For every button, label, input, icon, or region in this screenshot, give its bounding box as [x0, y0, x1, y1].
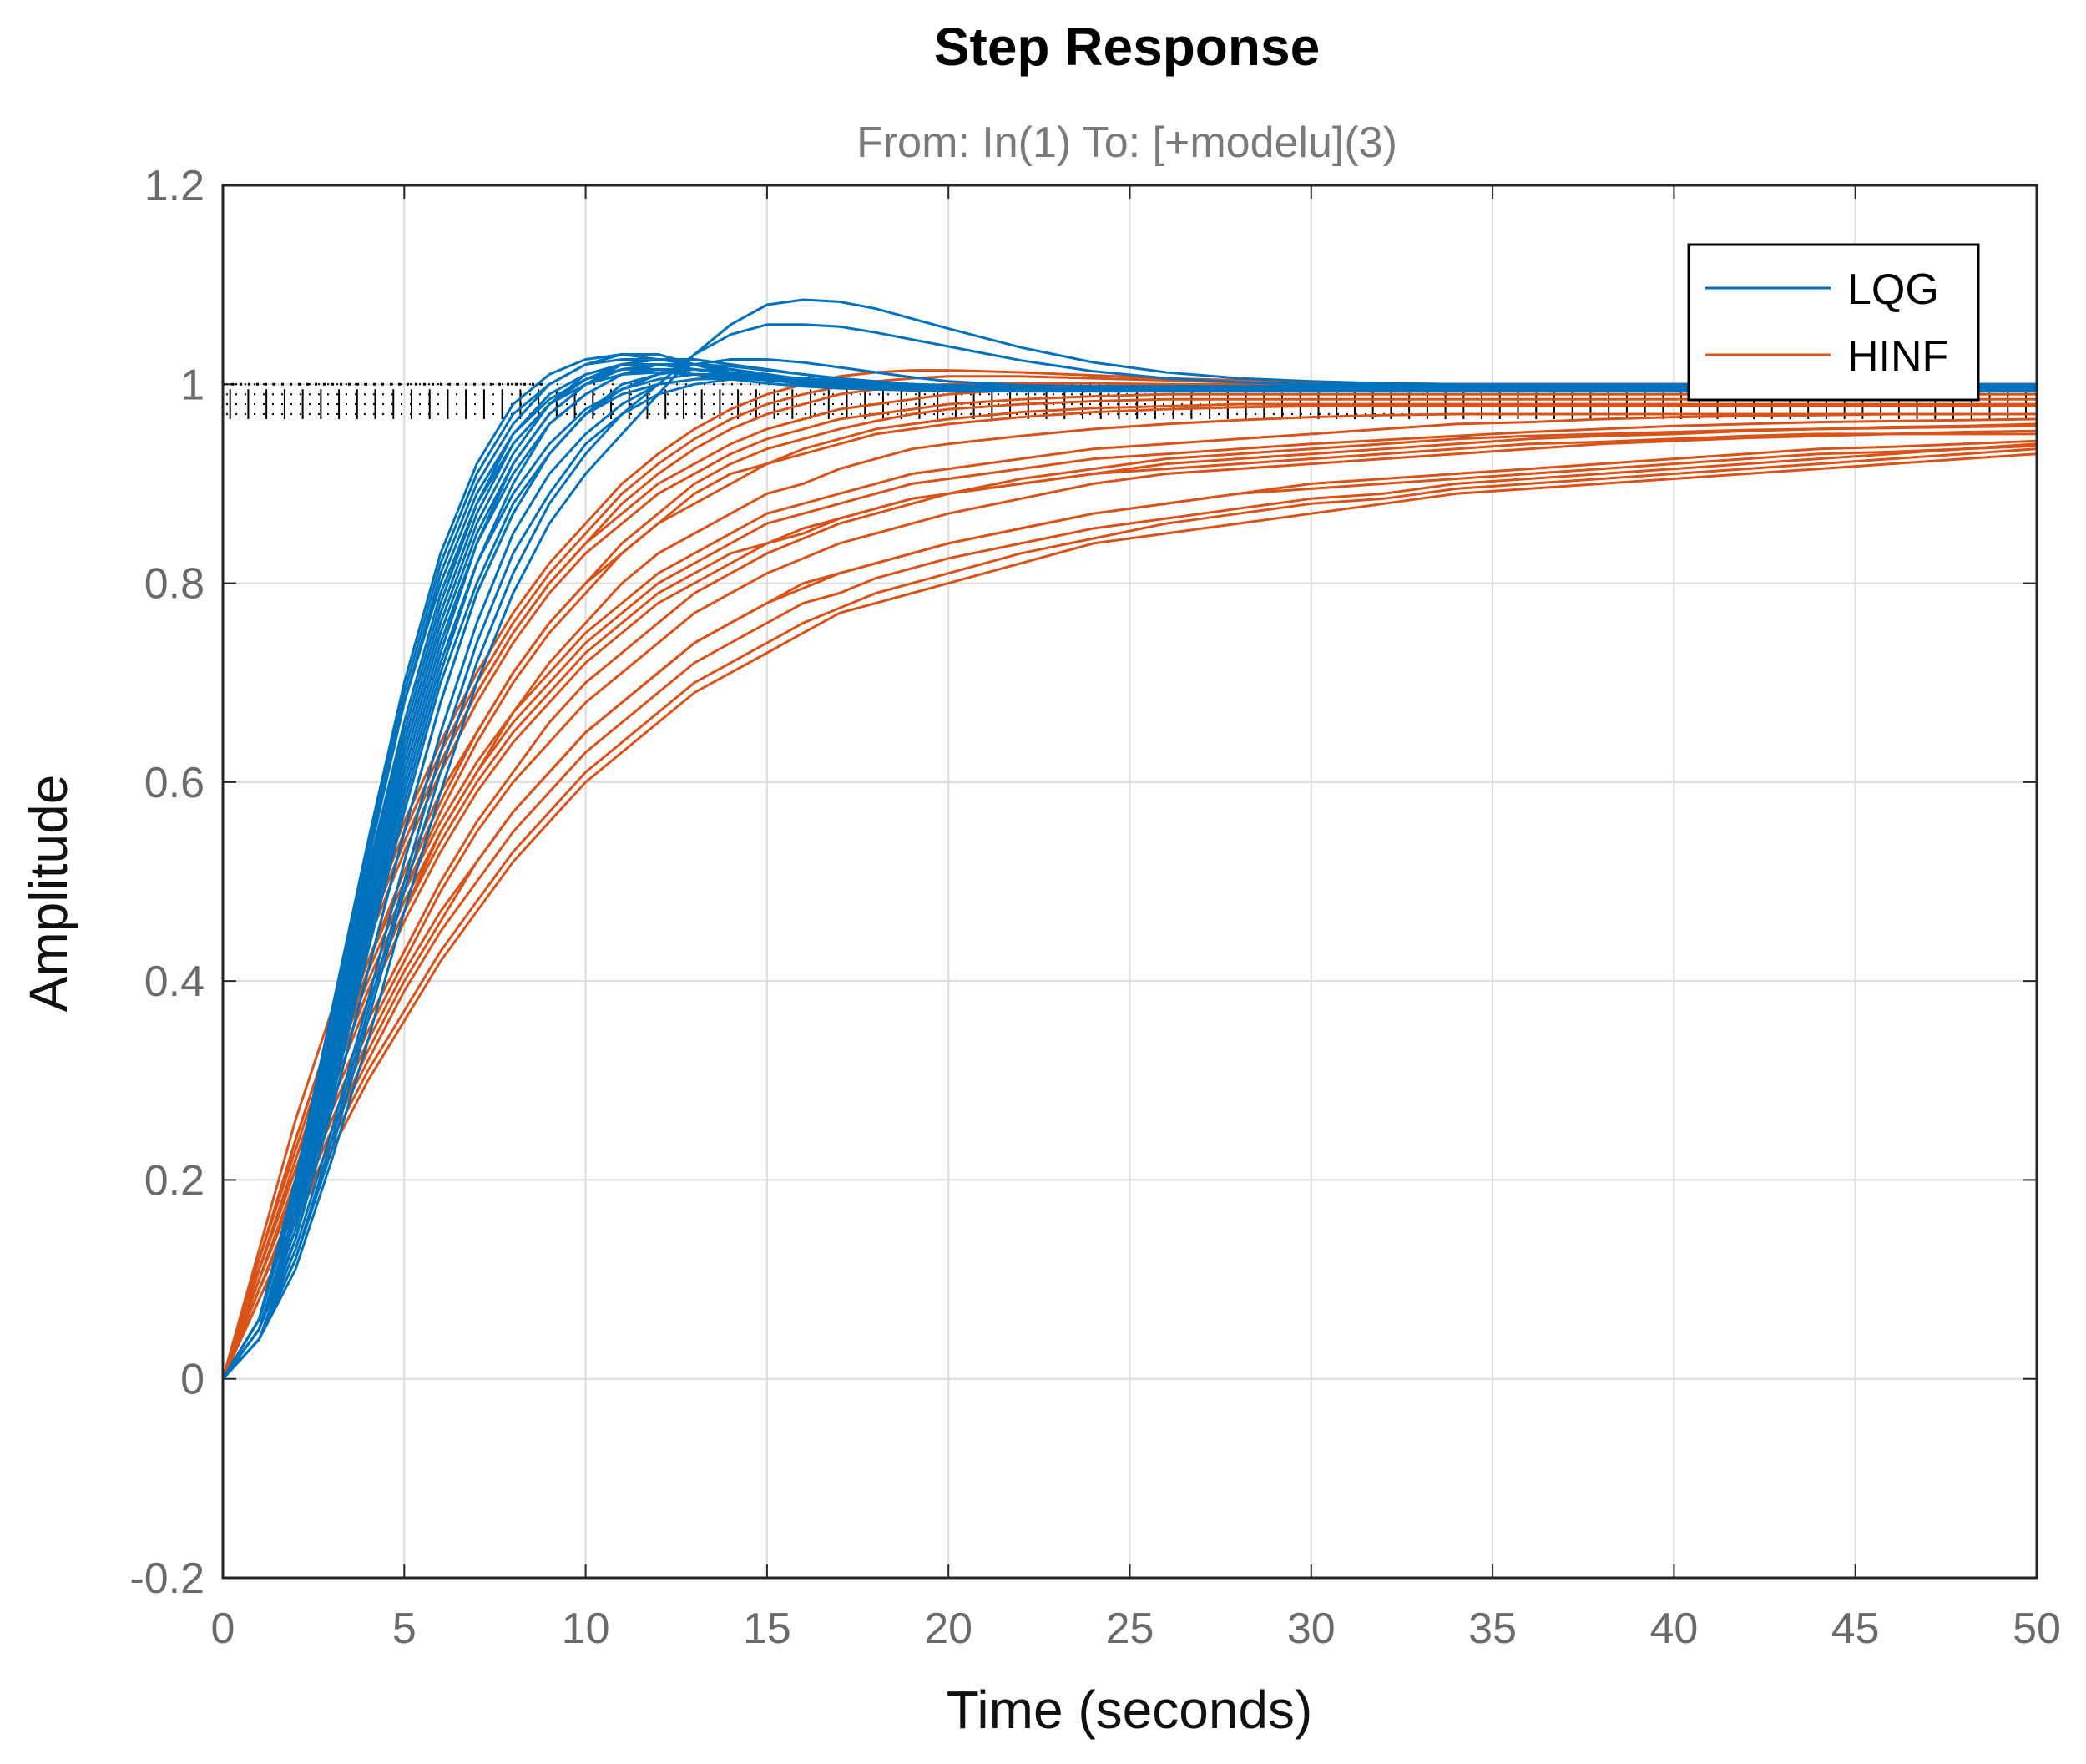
- y-tick-label: 0.8: [144, 560, 205, 609]
- y-tick-label: 0.2: [144, 1156, 205, 1205]
- y-tick-label: -0.2: [129, 1554, 205, 1603]
- x-tick-label: 40: [1649, 1605, 1698, 1653]
- y-tick-label: 1: [180, 361, 205, 409]
- series-line-hinf: [221, 447, 2038, 1380]
- x-tick-label: 30: [1287, 1605, 1336, 1653]
- x-tick-label: 15: [743, 1605, 791, 1653]
- x-tick-label: 35: [1468, 1605, 1517, 1653]
- x-tick-label: 5: [392, 1605, 417, 1653]
- x-tick-label: 50: [2013, 1605, 2061, 1653]
- series-line-hinf: [221, 412, 2037, 1380]
- y-tick-label: 1.2: [144, 162, 205, 210]
- legend[interactable]: LQG HINF: [1687, 243, 1980, 402]
- series-line-hinf: [221, 452, 2038, 1380]
- chart-subtitle: From: In(1) To: [+modelu](3): [856, 119, 1397, 167]
- series-line-hinf: [221, 392, 2037, 1380]
- y-tick-label: 0: [180, 1356, 205, 1404]
- legend-label-lqg: LQG: [1847, 265, 1939, 314]
- y-tick-label: 0.6: [144, 759, 205, 807]
- series-lines: [221, 298, 2038, 1380]
- legend-label-hinf: HINF: [1847, 332, 1948, 381]
- series-line-hinf: [221, 444, 2038, 1380]
- series-line-hinf: [221, 429, 2038, 1380]
- series-line-hinf: [221, 402, 2037, 1380]
- legend-box: [1687, 243, 1980, 402]
- y-axis-label: Amplitude: [18, 775, 78, 1013]
- series-line-hinf: [221, 424, 2038, 1380]
- series-line-lqg: [221, 298, 2037, 1380]
- y-tick-labels: -0.2 0 0.2 0.4 0.6 0.8 1 1.2: [129, 162, 205, 1603]
- x-axis-label: Time (seconds): [947, 1680, 1313, 1740]
- chart-title: Step Response: [934, 17, 1320, 77]
- series-line-lqg: [221, 372, 2037, 1380]
- y-tick-label: 0.4: [144, 958, 205, 1006]
- x-tick-label: 0: [211, 1605, 235, 1653]
- x-tick-labels: 0 5 10 15 20 25 30 35 40 45 50: [211, 1605, 2061, 1653]
- series-line-hinf: [221, 422, 2038, 1380]
- series-line-hinf: [221, 442, 2038, 1380]
- x-tick-label: 20: [924, 1605, 972, 1653]
- series-line-lqg: [221, 367, 2037, 1380]
- series-line-hinf: [221, 405, 2037, 1380]
- plot-frame: [221, 184, 2038, 1580]
- x-tick-label: 45: [1831, 1605, 1880, 1653]
- x-tick-label: 10: [562, 1605, 610, 1653]
- series-line-hinf: [221, 412, 2037, 1380]
- x-tick-label: 25: [1106, 1605, 1154, 1653]
- series-line-lqg: [221, 377, 2037, 1380]
